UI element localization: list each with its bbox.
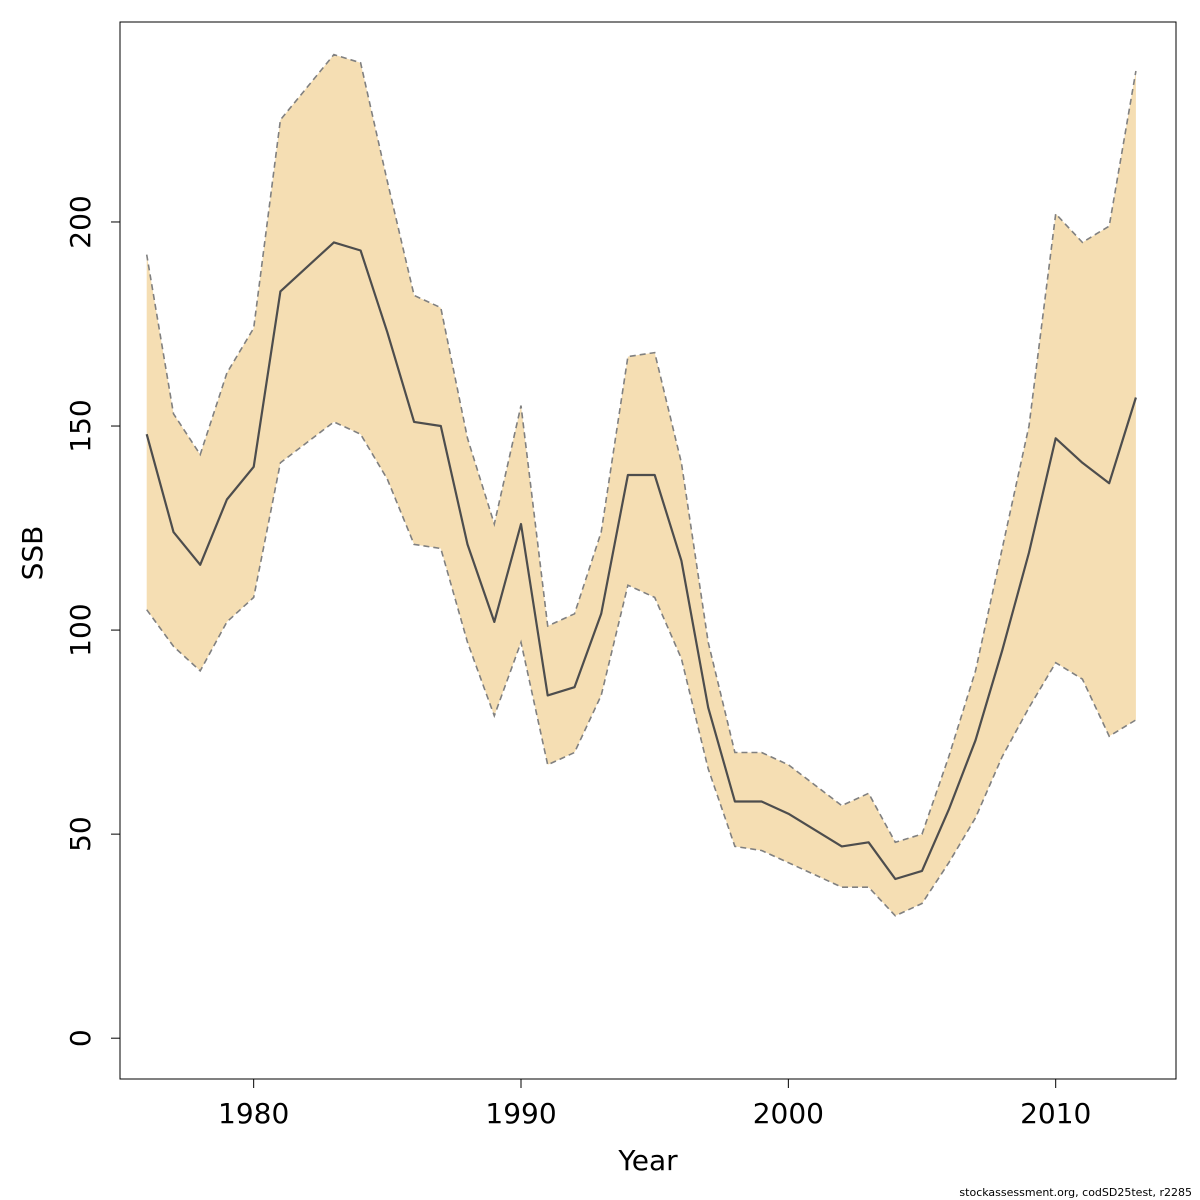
x-tick-label: 2000: [753, 1097, 824, 1130]
y-tick-label: 200: [64, 195, 97, 248]
x-tick-label: 1980: [218, 1097, 289, 1130]
y-tick-label: 0: [64, 1029, 97, 1047]
y-tick-label: 150: [64, 399, 97, 452]
footer-note: stockassessment.org, codSD25test, r2285: [959, 1186, 1192, 1199]
y-tick-label: 50: [64, 816, 97, 852]
plot-frame: [119, 21, 1177, 1080]
y-tick-label: 100: [64, 603, 97, 656]
x-tick-label: 2010: [1020, 1097, 1091, 1130]
lower-bound-line: [146, 420, 1137, 917]
ssb-estimate-line: [145, 241, 1137, 881]
upper-bound-line: [145, 53, 1137, 844]
x-tick-label: 1990: [485, 1097, 556, 1130]
confidence-band: [146, 54, 1136, 916]
y-axis-title: SSB: [16, 526, 49, 581]
x-axis-title: Year: [617, 1144, 678, 1177]
plot-area: [145, 53, 1137, 917]
axes: 1980 1990 2000 2010 0 50 100 150 200: [64, 195, 1091, 1130]
